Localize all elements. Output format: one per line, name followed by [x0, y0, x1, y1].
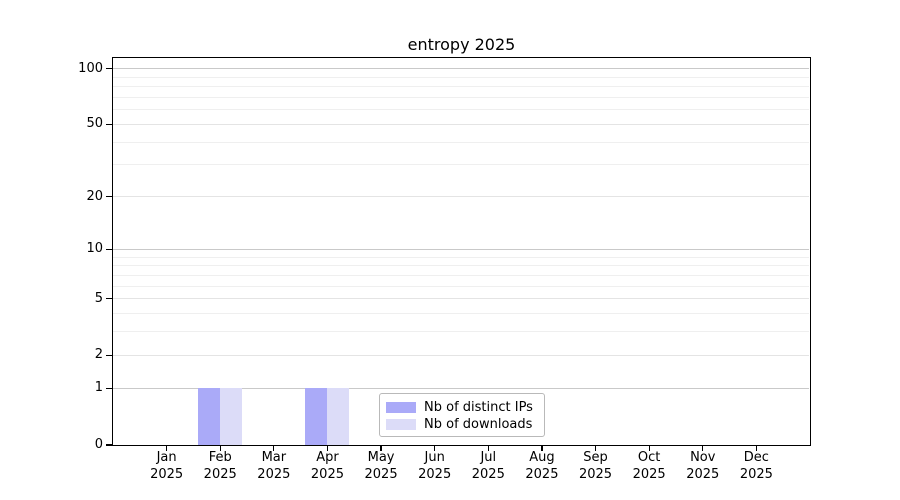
- y-gridline: [113, 331, 809, 333]
- chart-title: entropy 2025: [407, 35, 516, 54]
- x-tick-label: Jun 2025: [418, 450, 452, 482]
- x-tick-mark: [380, 445, 382, 451]
- y-tick-label: 1: [94, 380, 103, 396]
- x-tick-label: Dec 2025: [739, 450, 773, 482]
- legend-swatch-distinct-ips: [386, 402, 416, 413]
- legend-swatch-downloads: [386, 419, 416, 430]
- y-gridline: [113, 387, 809, 389]
- y-gridline: [113, 164, 809, 166]
- x-tick-mark: [166, 445, 168, 451]
- x-tick-mark: [594, 445, 597, 451]
- x-tick-mark: [219, 445, 221, 451]
- y-tick-mark: [106, 196, 112, 198]
- x-tick-label: Nov 2025: [686, 450, 720, 482]
- x-tick-mark: [487, 445, 489, 451]
- y-gridline: [113, 86, 809, 88]
- legend-item-downloads: Nb of downloads: [386, 416, 537, 433]
- legend: Nb of distinct IPs Nb of downloads: [379, 393, 545, 437]
- y-gridline: [113, 141, 809, 143]
- y-tick-mark: [106, 123, 112, 125]
- x-tick-label: Aug 2025: [525, 450, 559, 482]
- bar-downloads: [220, 388, 243, 445]
- y-gridline: [113, 248, 809, 250]
- y-tick-label: 20: [86, 188, 103, 204]
- y-gridline: [113, 76, 809, 78]
- y-gridline: [113, 274, 809, 276]
- x-tick-label: Oct 2025: [632, 450, 666, 482]
- y-tick-mark: [106, 387, 112, 390]
- y-tick-label: 0: [94, 437, 103, 452]
- y-gridline: [113, 265, 809, 267]
- y-tick-mark: [106, 248, 112, 250]
- x-tick-label: Mar 2025: [257, 450, 291, 482]
- x-tick-mark: [541, 445, 543, 451]
- y-tick-mark: [106, 298, 112, 300]
- y-gridline: [113, 109, 809, 111]
- legend-label-downloads: Nb of downloads: [424, 417, 533, 432]
- x-tick-mark: [434, 445, 436, 451]
- y-gridline: [113, 123, 809, 125]
- legend-item-distinct-ips: Nb of distinct IPs: [386, 399, 537, 416]
- x-tick-label: Feb 2025: [203, 450, 237, 482]
- x-tick-label: Sep 2025: [578, 450, 613, 482]
- x-tick-label: Jan 2025: [150, 450, 184, 482]
- x-tick-label: Jul 2025: [471, 450, 505, 482]
- y-tick-mark: [106, 354, 112, 356]
- bar-distinct-ips: [198, 388, 221, 445]
- y-tick-label: 5: [94, 290, 103, 306]
- y-tick-mark: [106, 444, 112, 446]
- x-tick-label: Apr 2025: [310, 450, 344, 482]
- y-tick-label: 10: [86, 241, 103, 257]
- x-tick-mark: [326, 445, 329, 451]
- y-gridline: [113, 285, 809, 287]
- y-gridline: [113, 354, 809, 356]
- x-tick-label: May 2025: [364, 450, 398, 482]
- x-tick-mark: [648, 445, 650, 451]
- legend-label-distinct-ips: Nb of distinct IPs: [424, 400, 533, 415]
- x-tick-mark: [273, 445, 275, 451]
- bar-distinct-ips: [305, 388, 328, 445]
- y-gridline: [113, 196, 809, 198]
- y-tick-label: 50: [86, 116, 103, 132]
- y-tick-mark: [106, 67, 112, 70]
- x-tick-mark: [755, 445, 757, 451]
- bar-downloads: [327, 388, 350, 445]
- y-gridline: [113, 256, 809, 258]
- y-gridline: [113, 298, 809, 300]
- y-tick-label: 2: [94, 347, 103, 363]
- y-gridline: [113, 313, 809, 315]
- y-gridline: [113, 96, 809, 98]
- y-tick-label: 100: [78, 60, 103, 76]
- y-gridline: [113, 68, 809, 70]
- x-tick-mark: [702, 445, 704, 451]
